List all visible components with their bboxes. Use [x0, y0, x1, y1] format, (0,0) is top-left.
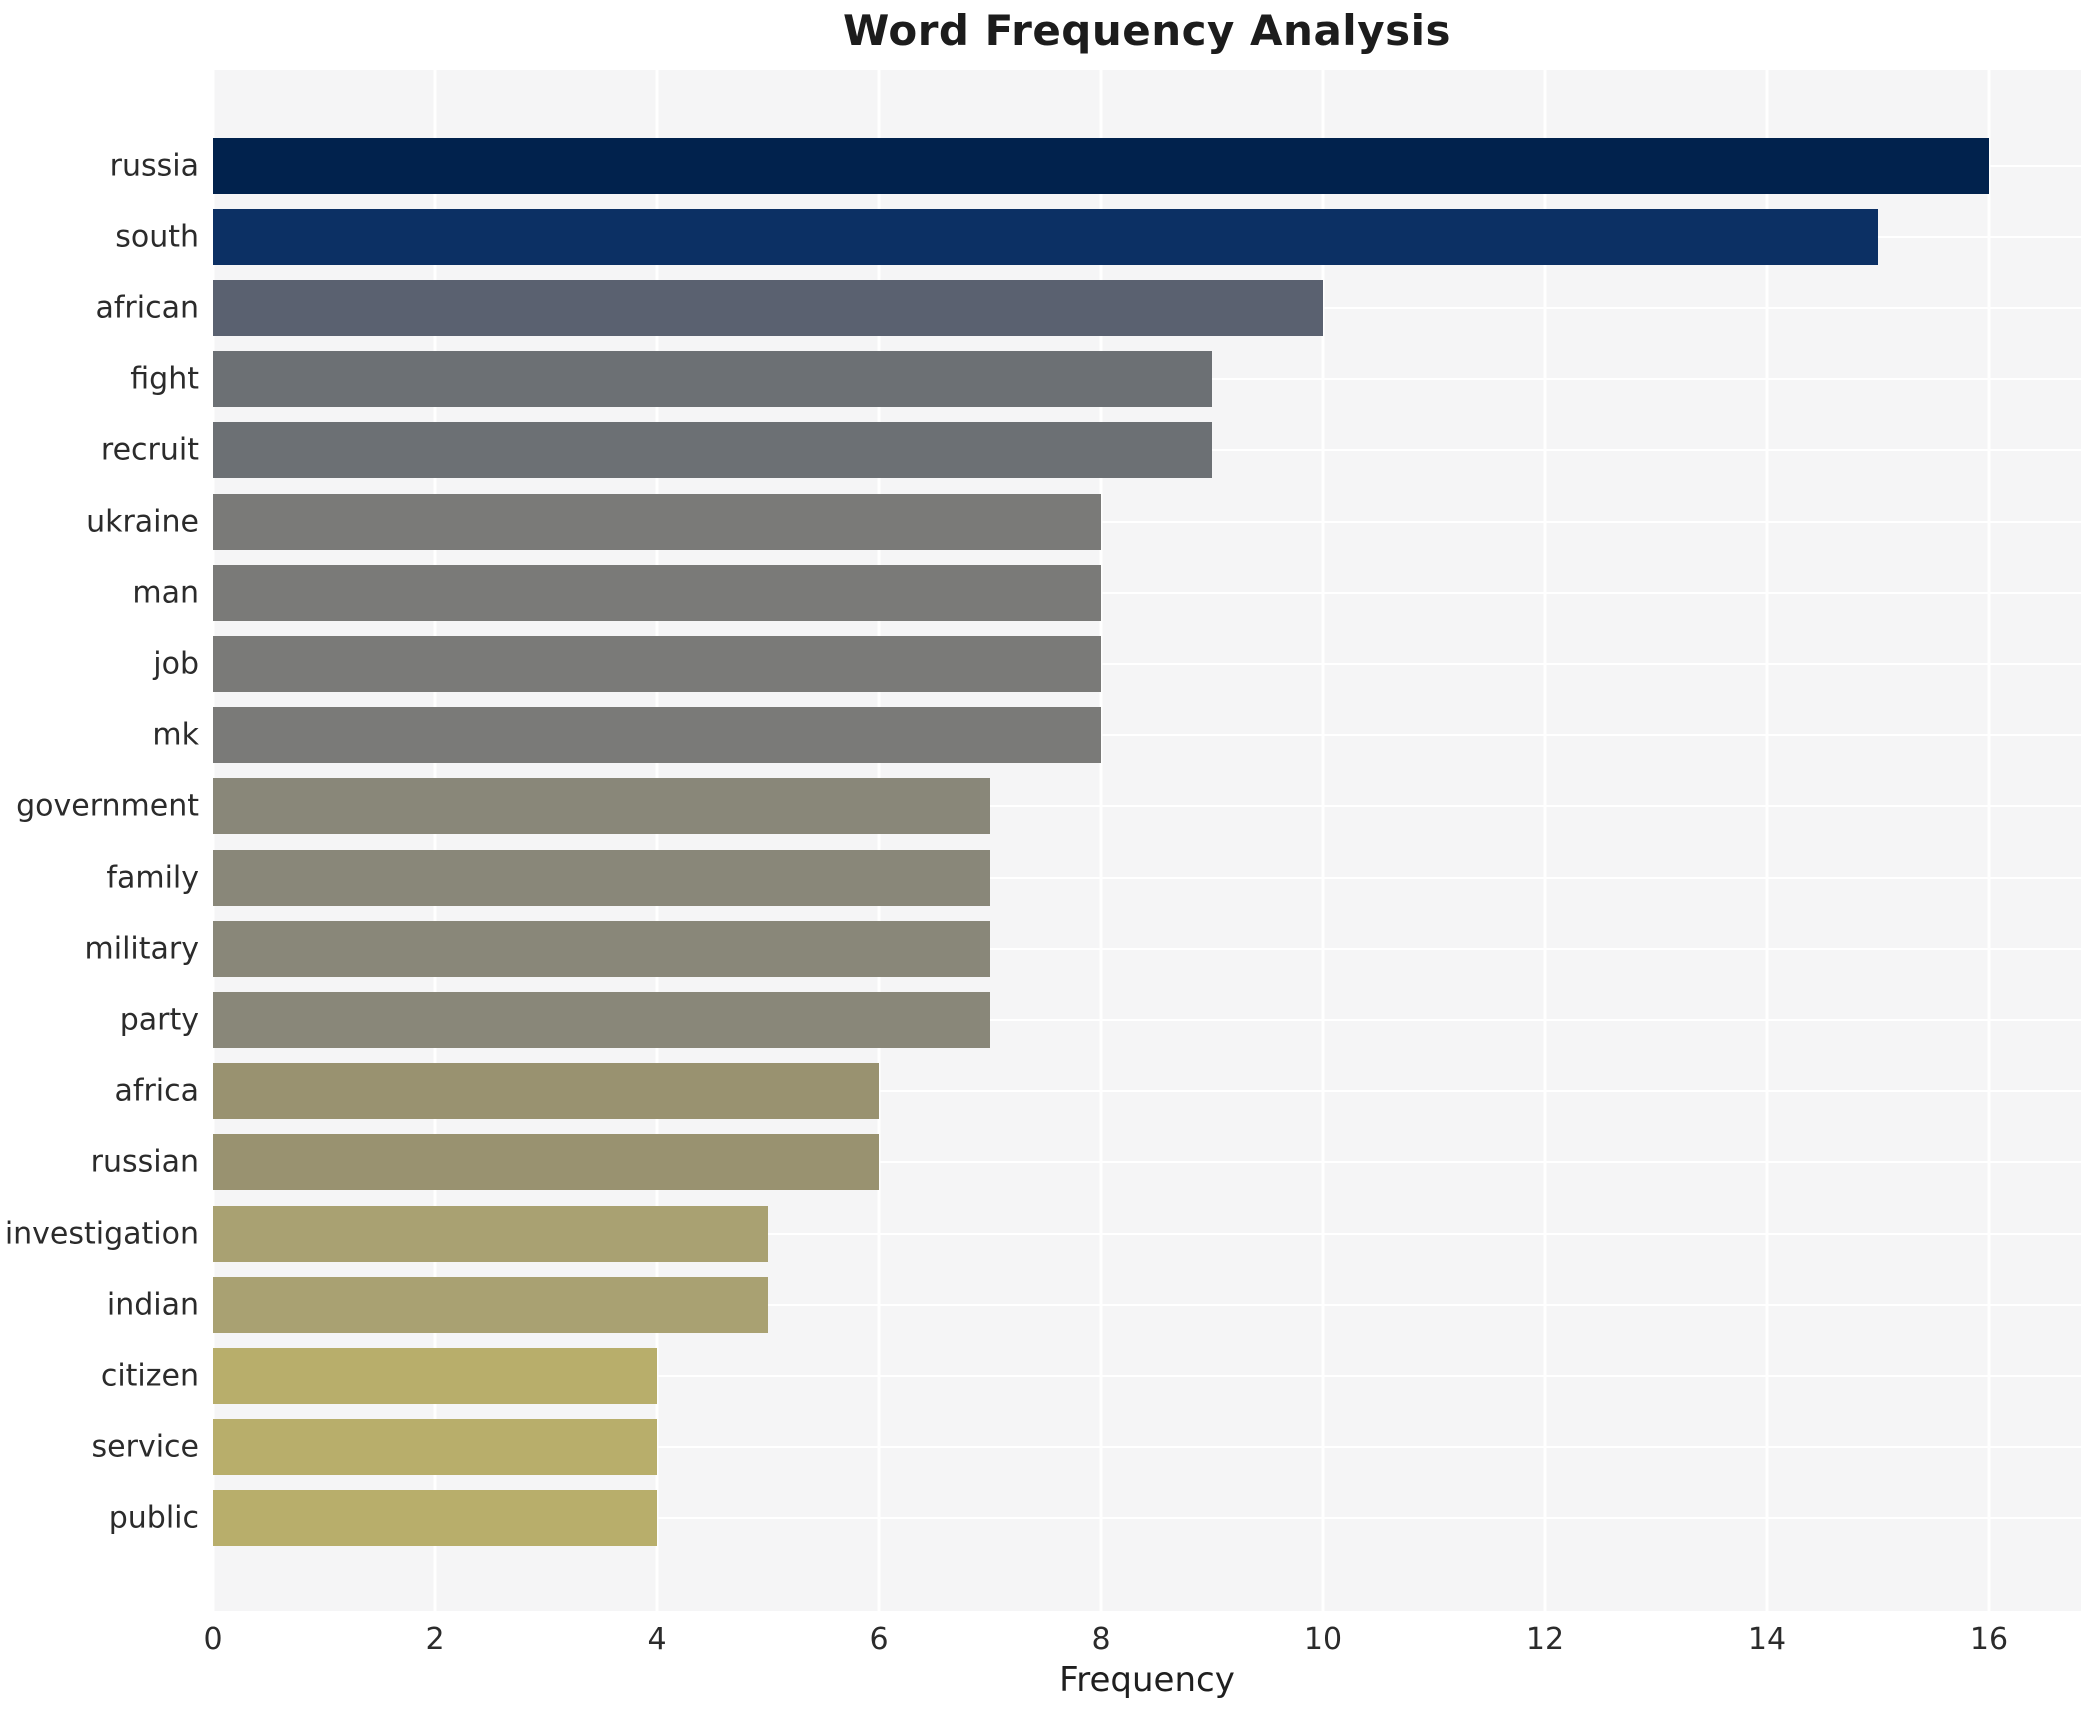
bar-row: investigation [5, 1198, 2081, 1269]
x-tick-label: 16 [1969, 1622, 2009, 1657]
gridline [877, 70, 881, 1611]
category-label: african [95, 290, 199, 326]
gridline [211, 70, 215, 1611]
bar-row: south [115, 201, 2081, 272]
row-gridline [213, 947, 2081, 950]
row-gridline [213, 1232, 2081, 1235]
category-label: party [119, 1002, 199, 1038]
category-label: job [153, 646, 199, 682]
category-label: man [132, 575, 199, 611]
category-label: investigation [4, 1216, 199, 1252]
bar-row: russian [91, 1127, 2081, 1198]
gridline [1321, 70, 1325, 1611]
bar-row: russia [110, 130, 2081, 201]
gridline [1765, 70, 1769, 1611]
bar-row: service [92, 1412, 2081, 1483]
x-tick-label: 6 [869, 1622, 889, 1657]
row-gridline [213, 805, 2081, 808]
row-gridline [213, 591, 2081, 594]
bar-row: ukraine [86, 486, 2081, 557]
bar-row: military [85, 913, 2081, 984]
plot-area: russia south african fight recruit ukraine man… [5, 70, 2081, 1611]
bar-row: party [120, 984, 2081, 1055]
bar [213, 849, 990, 906]
category-label: russia [109, 148, 199, 184]
bar-row: indian [107, 1269, 2081, 1340]
x-tick-label: 2 [425, 1622, 445, 1657]
bar [213, 351, 1212, 408]
chart-title: Word Frequency Analysis [843, 6, 1451, 55]
category-label: recruit [100, 432, 199, 468]
gridline [1099, 70, 1103, 1611]
category-label: citizen [100, 1358, 199, 1394]
row-gridline [213, 1375, 2081, 1378]
bar [213, 1490, 657, 1547]
x-tick-label: 10 [1303, 1622, 1343, 1657]
bar [213, 1419, 657, 1476]
bar-row: job [153, 628, 2081, 699]
x-axis-title: Frequency [1059, 1660, 1235, 1700]
bar [213, 1205, 768, 1262]
bar [213, 422, 1212, 479]
row-gridline [213, 876, 2081, 879]
category-label: family [106, 860, 199, 896]
x-tick-label: 14 [1747, 1622, 1787, 1657]
bar [213, 1348, 657, 1405]
bar-row: fight [130, 344, 2081, 415]
gridline [655, 70, 659, 1611]
bar-row: government [16, 771, 2081, 842]
bar-row: african [95, 272, 2081, 343]
bar-row: man [132, 557, 2081, 628]
row-gridline [213, 663, 2081, 666]
bar [213, 636, 1101, 693]
gridline [1543, 70, 1547, 1611]
row-gridline [213, 1019, 2081, 1022]
gridline [1987, 70, 1991, 1611]
bar [213, 778, 990, 835]
bar-row: mk [152, 700, 2081, 771]
row-gridline [213, 734, 2081, 737]
x-tick-label: 12 [1525, 1622, 1565, 1657]
row-gridline [213, 1446, 2081, 1449]
bar [213, 493, 1101, 550]
bar [213, 1063, 879, 1120]
bar-rows: russia south african fight recruit ukraine man… [5, 130, 2081, 1554]
category-label: south [115, 219, 199, 255]
category-label: africa [114, 1073, 200, 1109]
category-label: ukraine [86, 504, 199, 540]
category-label: service [91, 1429, 199, 1465]
bar-row: citizen [101, 1340, 2081, 1411]
bar-row: africa [115, 1056, 2081, 1127]
row-gridline [213, 1517, 2081, 1520]
row-gridline [213, 1303, 2081, 1306]
category-label: military [84, 931, 199, 967]
bar [213, 920, 990, 977]
row-gridline [213, 1090, 2081, 1093]
category-label: russian [90, 1144, 199, 1180]
x-tick-label: 4 [647, 1622, 667, 1657]
bar [213, 707, 1101, 764]
row-gridline [213, 1161, 2081, 1164]
bar [213, 208, 1878, 265]
category-label: public [108, 1500, 199, 1536]
bar [213, 992, 990, 1049]
x-tick-label: 0 [203, 1622, 223, 1657]
bar [213, 564, 1101, 621]
bar [213, 1134, 879, 1191]
category-label: government [16, 788, 199, 824]
bar-row: family [106, 842, 2081, 913]
bar [213, 1276, 768, 1333]
row-gridline [213, 520, 2081, 523]
x-tick-label: 8 [1091, 1622, 1111, 1657]
bar [213, 280, 1323, 336]
category-label: mk [152, 717, 199, 753]
bar-row: recruit [101, 415, 2081, 486]
category-label: indian [106, 1287, 199, 1323]
gridline [433, 70, 437, 1611]
bar [213, 137, 1989, 194]
bar-row: public [109, 1483, 2081, 1554]
category-label: fight [130, 361, 199, 397]
